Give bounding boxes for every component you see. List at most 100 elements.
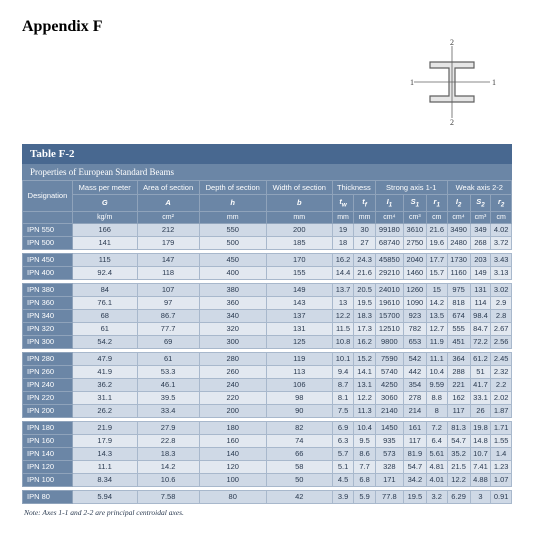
value-cell: 280	[199, 352, 266, 365]
value-cell: 349	[470, 223, 491, 236]
designation-cell: IPN 500	[23, 236, 73, 249]
value-cell: 11.3	[354, 404, 376, 417]
value-cell: 118	[137, 266, 199, 279]
col-symbol-header: I2	[447, 195, 470, 212]
value-cell: 3.02	[491, 283, 512, 296]
value-cell: 36.2	[72, 378, 137, 391]
value-cell: 3490	[447, 223, 470, 236]
value-cell: 450	[199, 253, 266, 266]
value-cell: 18	[332, 236, 354, 249]
value-cell: 9.59	[426, 378, 447, 391]
value-cell: 4.81	[426, 460, 447, 473]
svg-text:2: 2	[450, 118, 454, 126]
value-cell: 170	[266, 253, 332, 266]
designation-cell: IPN 140	[23, 447, 73, 460]
value-cell: 41.9	[72, 365, 137, 378]
value-cell: 18.3	[137, 447, 199, 460]
value-cell: 17.3	[354, 322, 376, 335]
value-cell: 3.43	[491, 253, 512, 266]
value-cell: 13	[332, 296, 354, 309]
value-cell: 320	[199, 322, 266, 335]
value-cell: 11.1	[426, 352, 447, 365]
value-cell: 125	[266, 335, 332, 348]
value-cell: 80	[199, 490, 266, 503]
col-unit-header: cm⁴	[447, 211, 470, 223]
value-cell: 364	[447, 352, 470, 365]
value-cell: 1.07	[491, 473, 512, 486]
col-unit-header: mm	[199, 211, 266, 223]
value-cell: 7.7	[354, 460, 376, 473]
value-cell: 10.4	[426, 365, 447, 378]
value-cell: 21.5	[447, 460, 470, 473]
value-cell: 7.41	[470, 460, 491, 473]
value-cell: 149	[470, 266, 491, 279]
beam-properties-table: DesignationMass per meterArea of section…	[22, 180, 512, 504]
col-unit-header: cm	[426, 211, 447, 223]
table-row: IPN 550166212550200193099180361021.63490…	[23, 223, 512, 236]
value-cell: 1160	[447, 266, 470, 279]
col-group-header: Strong axis 1-1	[375, 181, 447, 195]
table-row: IPN 16017.922.8160746.39.59351176.454.71…	[23, 434, 512, 447]
value-cell: 46.1	[137, 378, 199, 391]
col-unit-header: cm	[491, 211, 512, 223]
value-cell: 7.58	[137, 490, 199, 503]
value-cell: 17.7	[426, 253, 447, 266]
col-symbol-header: S2	[470, 195, 491, 212]
value-cell: 76.1	[72, 296, 137, 309]
table-row: IPN 22031.139.5220988.112.230602788.8162…	[23, 391, 512, 404]
col-group-header: Area of section	[137, 181, 199, 195]
value-cell: 240	[199, 378, 266, 391]
designation-cell: IPN 200	[23, 404, 73, 417]
value-cell: 0.91	[491, 490, 512, 503]
value-cell: 149	[266, 283, 332, 296]
value-cell: 155	[266, 266, 332, 279]
value-cell: 4250	[375, 378, 403, 391]
value-cell: 12.7	[426, 322, 447, 335]
value-cell: 8	[426, 404, 447, 417]
value-cell: 54.2	[72, 335, 137, 348]
value-cell: 61	[72, 322, 137, 335]
col-symbol-header: b	[266, 195, 332, 212]
col-symbol-header: r2	[491, 195, 512, 212]
col-unit-header: mm	[266, 211, 332, 223]
value-cell: 451	[447, 335, 470, 348]
value-cell: 10.1	[332, 352, 354, 365]
value-cell: 9.5	[354, 434, 376, 447]
col-group-header: Designation	[23, 181, 73, 212]
col-symbol-header: I1	[375, 195, 403, 212]
col-unit-header	[23, 211, 73, 223]
svg-text:2: 2	[450, 38, 454, 47]
value-cell: 58	[266, 460, 332, 473]
value-cell: 53.3	[137, 365, 199, 378]
value-cell: 10.6	[137, 473, 199, 486]
value-cell: 162	[447, 391, 470, 404]
table-row: IPN 26041.953.32601139.414.1574044210.42…	[23, 365, 512, 378]
value-cell: 15	[426, 283, 447, 296]
value-cell: 555	[447, 322, 470, 335]
designation-cell: IPN 280	[23, 352, 73, 365]
value-cell: 13.5	[426, 309, 447, 322]
value-cell: 8.8	[426, 391, 447, 404]
table-note: Note: Axes 1-1 and 2-2 are principal cen…	[22, 508, 512, 517]
value-cell: 7.2	[426, 421, 447, 434]
value-cell: 68740	[375, 236, 403, 249]
value-cell: 8.6	[354, 447, 376, 460]
designation-cell: IPN 180	[23, 421, 73, 434]
value-cell: 51	[470, 365, 491, 378]
col-unit-header: cm³	[403, 211, 426, 223]
table-row: IPN 3808410738014913.720.524010126015975…	[23, 283, 512, 296]
value-cell: 14.8	[470, 434, 491, 447]
value-cell: 300	[199, 335, 266, 348]
value-cell: 12.2	[447, 473, 470, 486]
value-cell: 782	[403, 322, 426, 335]
value-cell: 19.8	[470, 421, 491, 434]
col-group-header: Thickness	[332, 181, 375, 195]
value-cell: 5.94	[72, 490, 137, 503]
value-cell: 54.7	[447, 434, 470, 447]
value-cell: 1260	[403, 283, 426, 296]
value-cell: 45850	[375, 253, 403, 266]
col-group-header: Depth of section	[199, 181, 266, 195]
designation-cell: IPN 380	[23, 283, 73, 296]
col-group-header: Weak axis 2-2	[447, 181, 511, 195]
value-cell: 2.32	[491, 365, 512, 378]
